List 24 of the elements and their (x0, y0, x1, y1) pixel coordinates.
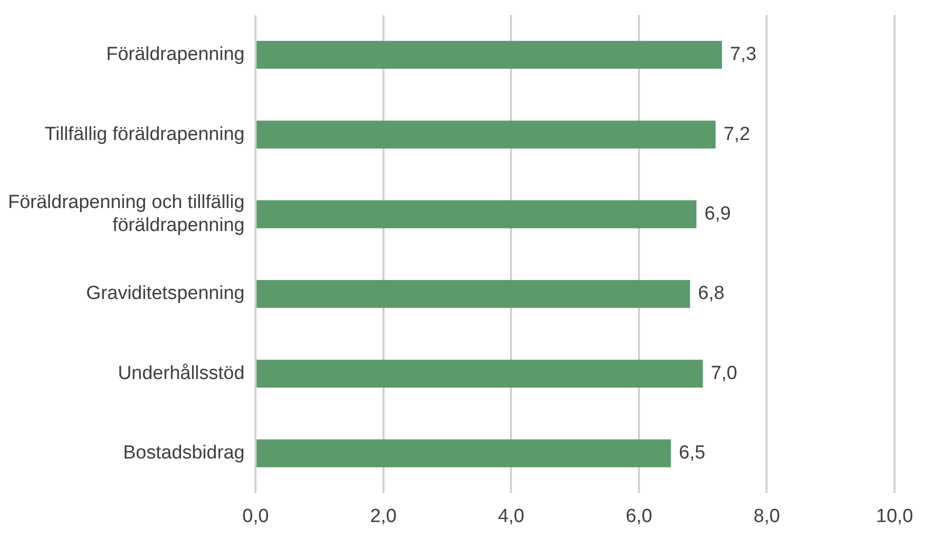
bar (256, 120, 716, 148)
bar (256, 280, 690, 308)
x-tick-label: 8,0 (754, 506, 780, 527)
x-tick-label: 2,0 (370, 506, 397, 527)
y-tick-label: Underhållsstöd (118, 362, 245, 384)
data-label: 7,2 (724, 124, 750, 145)
x-tick-label: 4,0 (498, 506, 524, 527)
y-tick-label: Bostadsbidrag (123, 442, 245, 464)
bar (256, 439, 671, 468)
y-tick-label: Graviditetspenning (86, 283, 245, 304)
data-label: 6,5 (678, 442, 706, 464)
data-label: 7,0 (710, 362, 738, 384)
y-tick-label: Tillfällig föräldrapenning (44, 124, 245, 145)
bar (256, 40, 722, 69)
data-label: 7,3 (730, 44, 756, 66)
x-tick-label: 0,0 (242, 506, 269, 527)
data-label: 6,9 (704, 203, 731, 224)
bar (256, 360, 703, 388)
y-tick-label: Föräldrapenning och tillfällig föräldrapenning (8, 192, 245, 236)
data-label: 6,8 (698, 283, 724, 304)
x-tick-label: 6,0 (626, 506, 652, 527)
x-tick-label: 10,0 (876, 506, 913, 527)
bar (256, 200, 696, 228)
y-tick-label: Föräldrapenning (106, 44, 245, 66)
